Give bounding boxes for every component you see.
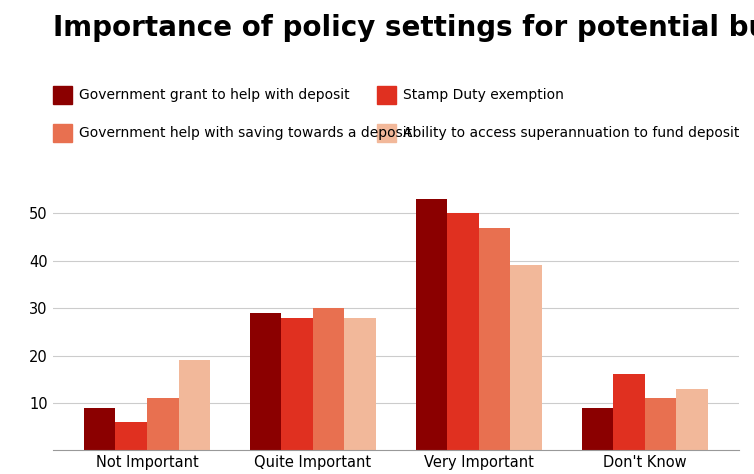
Bar <box>415 199 447 450</box>
Bar <box>645 398 676 450</box>
Text: Ability to access superannuation to fund deposit: Ability to access superannuation to fund… <box>403 126 740 140</box>
Bar <box>510 265 542 450</box>
Bar <box>115 422 147 450</box>
Text: Stamp Duty exemption: Stamp Duty exemption <box>403 88 564 102</box>
Text: Government help with saving towards a deposit: Government help with saving towards a de… <box>79 126 412 140</box>
Bar <box>179 360 210 450</box>
Bar <box>581 408 613 450</box>
Bar <box>345 318 376 450</box>
Bar <box>676 389 708 450</box>
Bar <box>313 308 345 450</box>
Bar <box>250 313 281 450</box>
Bar <box>84 408 115 450</box>
Bar <box>147 398 179 450</box>
Bar <box>447 213 479 450</box>
Bar <box>479 228 510 450</box>
Text: Government grant to help with deposit: Government grant to help with deposit <box>79 88 350 102</box>
Text: Importance of policy settings for potential buyers (%): Importance of policy settings for potent… <box>53 14 754 42</box>
Bar <box>281 318 313 450</box>
Bar <box>613 374 645 450</box>
